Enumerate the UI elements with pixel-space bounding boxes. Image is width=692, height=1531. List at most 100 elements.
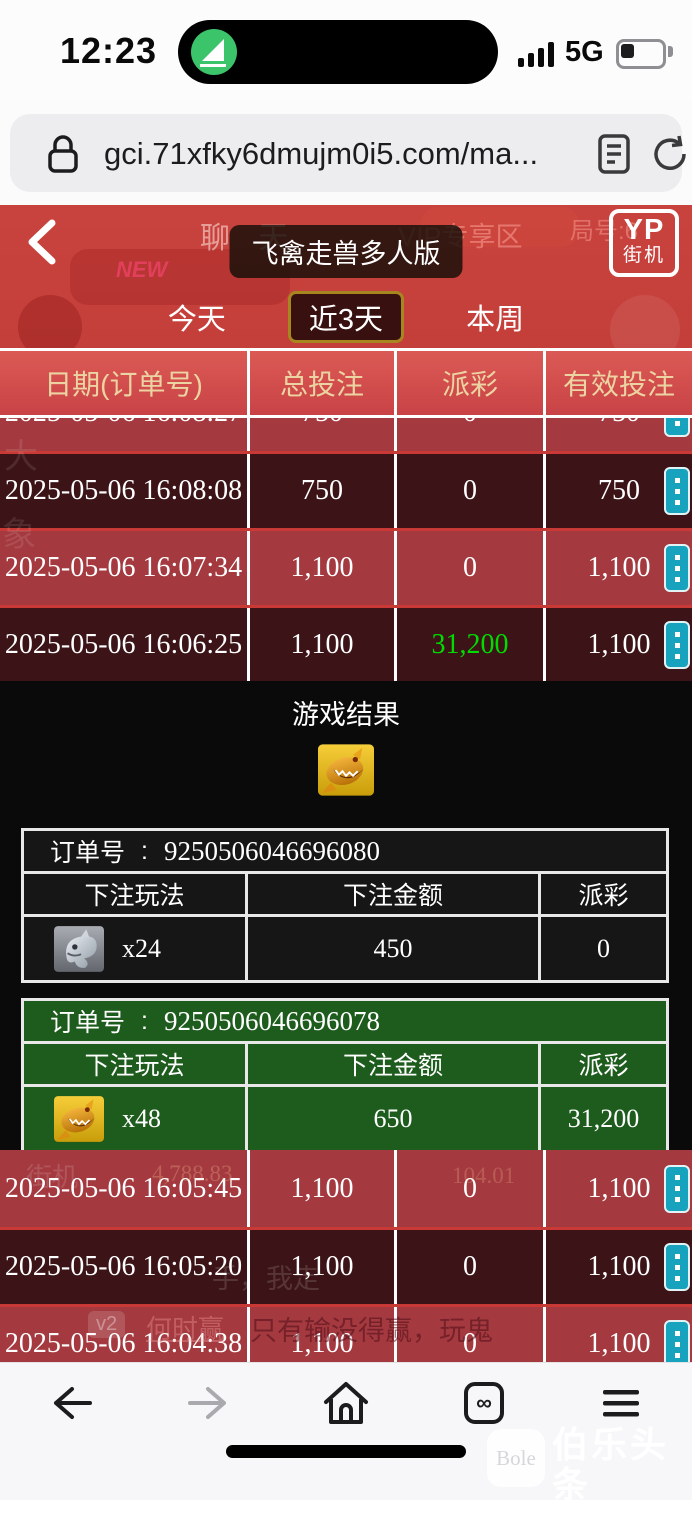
cell-total: 1,100 (250, 1307, 397, 1362)
tab-last-3-days[interactable]: 近3天 (287, 291, 405, 343)
cell-total: 750 (250, 418, 397, 451)
table-row: 2025-05-06 16:08:27 750 0 750 (0, 418, 692, 451)
table-row: 2025-05-06 16:05:20 1,100 0 1,100 (0, 1227, 692, 1304)
network-type-label: 5G (565, 36, 604, 68)
header-bet-type: 下注玩法 (24, 874, 248, 914)
cell-valid: 1,100 (587, 1251, 651, 1282)
header-bet-amount: 下注金额 (248, 874, 541, 914)
silver-shark-icon (54, 925, 104, 972)
url-text: gci.71xfky6dmujm0i5.com/ma... (104, 136, 539, 171)
back-nav-button[interactable] (45, 1377, 97, 1429)
cell-payout: 0 (397, 418, 546, 451)
yp-arcade-logo: YP 街机 (609, 209, 679, 277)
multiplier-label: x48 (122, 1103, 161, 1133)
tab-today[interactable]: 今天 (167, 304, 226, 336)
cell-total: 1,100 (250, 1150, 397, 1227)
cellular-signal-icon (518, 42, 554, 67)
table-row: 2025-05-06 16:07:34 1,100 0 1,100 (0, 528, 692, 605)
row-menu-button[interactable] (664, 544, 690, 592)
order-header-row: 下注玩法 下注金额 派彩 (24, 874, 666, 917)
browser-url-row: gci.71xfky6dmujm0i5.com/ma... (0, 100, 692, 205)
watermark: 伯乐头条 bole90.com (552, 1425, 692, 1531)
bet-amount-cell: 650 (248, 1087, 541, 1150)
gold-shark-icon (318, 744, 374, 796)
status-bar: 12:23 5G (0, 0, 692, 100)
cell-payout: 0 (397, 531, 546, 605)
header-bet-amount: 下注金额 (248, 1044, 541, 1084)
row-menu-button[interactable] (664, 418, 690, 437)
tabs-button[interactable]: ∞ (458, 1377, 510, 1429)
watermark-app-icon: Bole (487, 1429, 545, 1487)
tab-this-week[interactable]: 本周 (466, 304, 525, 336)
multiplier-label: x24 (122, 933, 161, 963)
order-number-colon: : (141, 1006, 148, 1035)
forward-nav-button[interactable] (183, 1377, 235, 1429)
watermark-domain: bole90.com (552, 1505, 686, 1530)
cell-valid: 750 (546, 418, 692, 451)
cell-payout: 0 (397, 1150, 546, 1227)
table-row: 2025-05-06 16:08:08 750 0 750 (0, 451, 692, 528)
cell-valid: 1,100 (587, 1172, 651, 1204)
cell-date: 2025-05-06 16:05:20 (0, 1230, 250, 1304)
header-bet-payout: 派彩 (578, 1052, 629, 1080)
order-data-row: x24 450 0 (24, 917, 666, 980)
cell-total: 750 (250, 454, 397, 528)
lock-icon (48, 135, 78, 173)
cell-payout: 0 (397, 1230, 546, 1304)
cell-valid: 1,100 (587, 1328, 651, 1359)
back-button[interactable] (20, 215, 64, 269)
menu-button[interactable] (595, 1377, 647, 1429)
cell-total: 1,100 (250, 1230, 397, 1304)
cell-payout: 0 (397, 1307, 546, 1362)
order-number-label: 订单号 (50, 1009, 126, 1037)
row-menu-button[interactable] (664, 1320, 690, 1362)
header-valid-bet: 有效投注 (562, 369, 675, 400)
table-row: 2025-05-06 16:05:45 1,100 0 1,100 (0, 1150, 692, 1227)
cell-total: 1,100 (250, 531, 397, 605)
page-title: 飞禽走兽多人版 (229, 225, 463, 278)
order-detail-table: 订单号 : 9250506046696080 下注玩法 下注金额 派彩 (21, 828, 669, 983)
clipped-table-row: 2025-05-06 16:08:27 750 0 750 (0, 418, 692, 451)
clock: 12:23 (60, 30, 158, 71)
row-menu-button[interactable] (664, 1164, 690, 1213)
dynamic-island (178, 20, 498, 84)
date-range-tabs: 今天 近3天 本周 (0, 291, 692, 343)
game-result-section: 游戏结果 订单号 : 9250506046696080 下注玩法 下注金额 派彩 (0, 681, 692, 1153)
bet-history-table: 日期(订单号) 总投注 派彩 有效投注 2025-05-06 16:08:27 … (0, 348, 692, 682)
cell-date: 2025-05-06 16:04:38 (0, 1307, 250, 1362)
bg-new-badge: NEW (116, 257, 168, 282)
cell-total: 1,100 (250, 608, 397, 682)
row-menu-button[interactable] (664, 467, 690, 515)
url-bar[interactable]: gci.71xfky6dmujm0i5.com/ma... (10, 114, 686, 192)
home-indicator[interactable] (226, 1445, 466, 1458)
result-title: 游戏结果 (292, 700, 400, 730)
vpn-app-icon (191, 29, 237, 75)
gold-shark-icon (54, 1095, 104, 1142)
order-number-colon: : (141, 836, 148, 865)
row-menu-button[interactable] (664, 1243, 690, 1291)
cell-valid: 1,100 (587, 552, 651, 583)
reader-view-icon[interactable] (594, 132, 634, 176)
game-webview: 聊 天 VIP专享区 局号:6 NEW 飞禽走兽多人版 YP 街机 今天 近3天… (0, 205, 692, 1362)
order-number-row: 订单号 : 9250506046696078 (24, 1001, 666, 1044)
table-row: 2025-05-06 16:06:25 1,100 31,200 1,100 (0, 605, 692, 682)
cell-date: 2025-05-06 16:07:34 (0, 531, 250, 605)
battery-icon (616, 39, 666, 69)
order-header-row: 下注玩法 下注金额 派彩 (24, 1044, 666, 1087)
order-number-label: 订单号 (50, 839, 126, 867)
order-detail-table-win: 订单号 : 9250506046696078 下注玩法 下注金额 派彩 (21, 998, 669, 1153)
order-number-value: 9250506046696080 (163, 835, 380, 866)
browser-toolbar: ∞ Bole 伯乐头条 bole90.com (0, 1362, 692, 1530)
home-button[interactable] (320, 1377, 372, 1429)
bet-payout-cell: 0 (597, 933, 610, 963)
sail-icon (202, 39, 224, 61)
order-data-row: x48 650 31,200 (24, 1087, 666, 1150)
header-payout: 派彩 (397, 351, 546, 415)
refresh-button[interactable] (648, 132, 692, 176)
row-menu-button[interactable] (664, 621, 690, 669)
bet-history-table-continued: 2025-05-06 16:05:45 1,100 0 1,100 2025-0… (0, 1150, 692, 1362)
order-number-value: 9250506046696078 (163, 1005, 380, 1036)
cell-valid: 1,100 (587, 629, 651, 660)
cell-payout: 0 (397, 454, 546, 528)
cell-valid: 750 (598, 475, 640, 506)
